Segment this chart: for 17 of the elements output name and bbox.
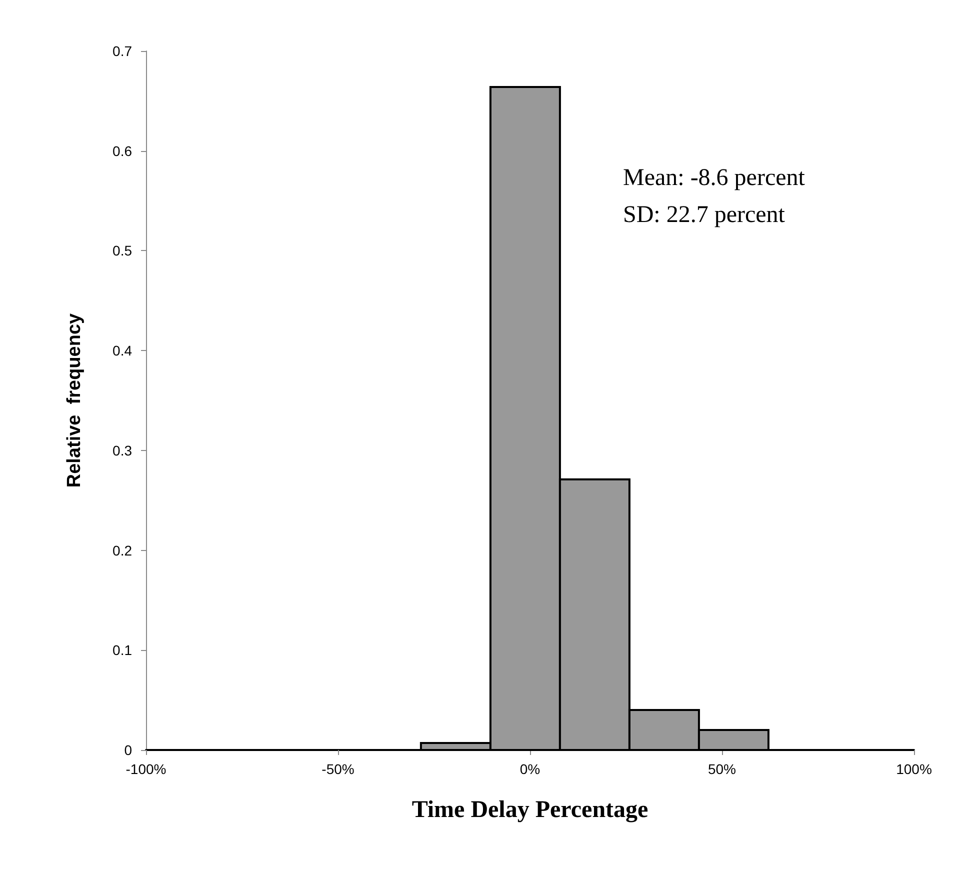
- x-tick-label: -100%: [126, 761, 166, 777]
- y-tick-label: 0.7: [112, 43, 132, 59]
- x-tick-label: -50%: [322, 761, 354, 777]
- y-tick-label: 0.6: [112, 142, 132, 159]
- x-tick-label: 100%: [896, 761, 932, 777]
- y-tick-label: 0.4: [112, 342, 132, 359]
- x-tick-label: 50%: [708, 761, 736, 777]
- y-tick-label: 0.5: [112, 242, 132, 259]
- y-axis-title: Relative frequency: [64, 312, 85, 488]
- y-tick-label: 0.2: [112, 542, 132, 558]
- annotation: SD: 22.7 percent: [623, 202, 786, 228]
- x-tick-label: 0%: [520, 761, 540, 777]
- y-tick-label: 0: [124, 742, 132, 758]
- y-tick-label: 0.3: [112, 442, 132, 458]
- x-axis-title: Time Delay Percentage: [412, 797, 649, 823]
- annotation: Mean: -8.6 percent: [623, 165, 806, 191]
- y-tick-label: 0.1: [112, 642, 132, 658]
